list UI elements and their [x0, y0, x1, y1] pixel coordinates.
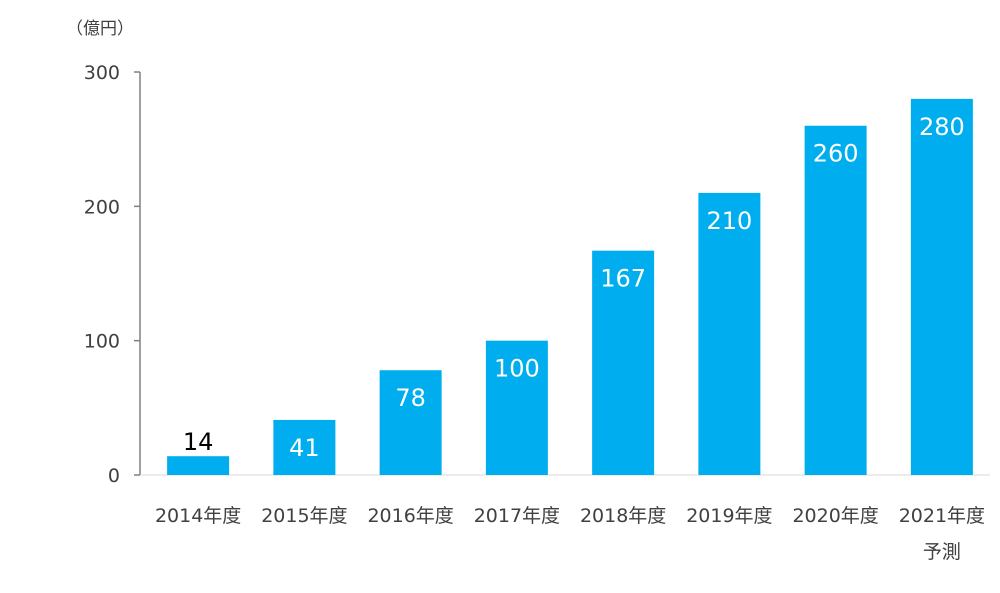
x-tick-label: 2019年度: [686, 505, 772, 527]
data-label: 260: [813, 140, 859, 168]
x-tick-label: 2018年度: [580, 505, 666, 527]
data-label: 41: [289, 434, 320, 462]
y-tick-label: 300: [84, 62, 120, 84]
y-unit-label: （億円）: [66, 19, 134, 39]
bar-2016年度: [379, 370, 442, 475]
bar-2015年度: [273, 419, 336, 475]
data-label: 280: [919, 113, 965, 141]
y-tick-label: 200: [84, 196, 120, 218]
data-label: 100: [494, 355, 540, 383]
x-tick-label: 2014年度: [155, 505, 241, 527]
y-tick-label: 100: [84, 331, 120, 353]
x-tick-label: 2017年度: [474, 505, 560, 527]
bar-2021年度: [910, 98, 973, 475]
x-tick-label: 2020年度: [792, 505, 878, 527]
y-tick-label: 0: [108, 465, 120, 487]
data-label: 78: [395, 384, 426, 412]
bar-2020年度: [804, 125, 867, 475]
bar-2017年度: [485, 340, 548, 475]
bar-2014年度: [167, 456, 230, 475]
bar-2018年度: [592, 250, 655, 475]
x-tick-sublabel: 予測: [923, 541, 961, 563]
data-label: 14: [183, 428, 214, 456]
x-tick-label: 2015年度: [261, 505, 347, 527]
bar-2019年度: [698, 192, 761, 475]
data-label: 167: [600, 265, 646, 293]
x-tick-label: 2016年度: [367, 505, 453, 527]
data-label: 210: [706, 207, 752, 235]
x-tick-label: 2021年度: [899, 505, 985, 527]
